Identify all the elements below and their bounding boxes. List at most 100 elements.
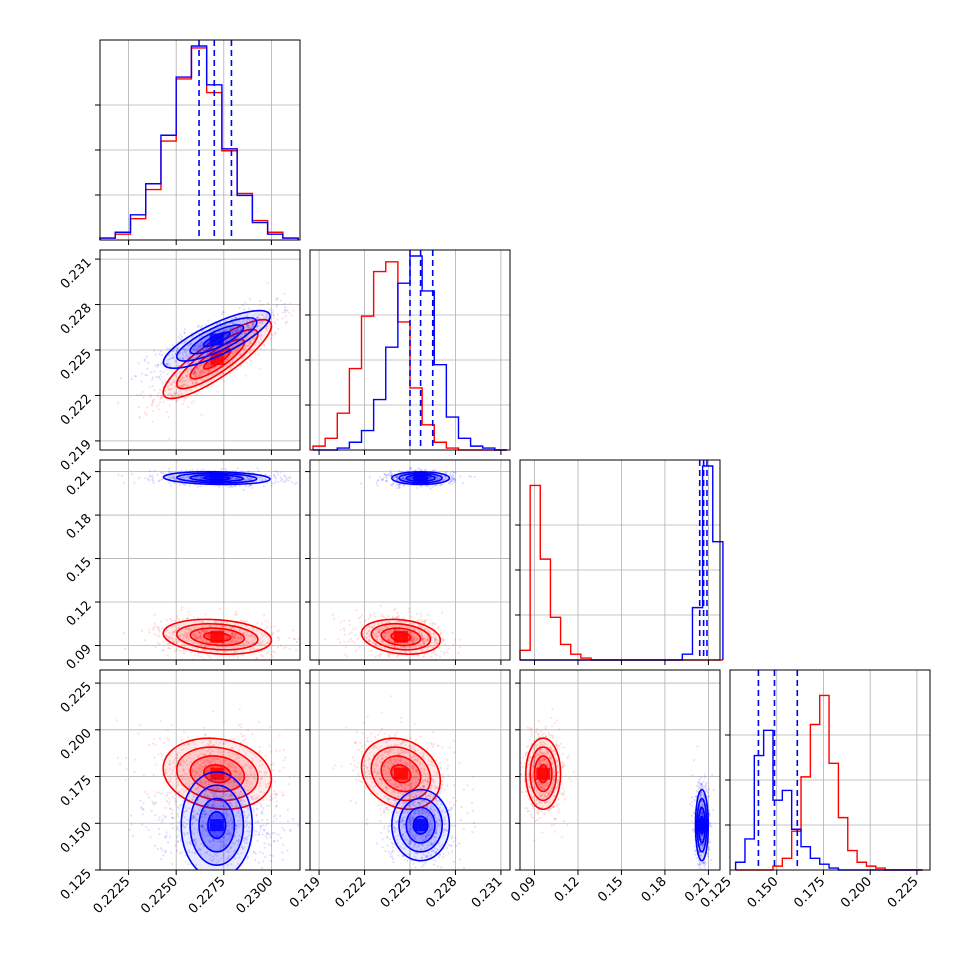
sample-point [250,476,253,480]
sample-point [213,350,216,353]
sample-point [169,365,172,368]
sample-point [244,624,248,627]
sample-point [238,306,241,309]
sample-point [168,404,171,407]
sample-point [153,398,156,401]
sample-point [359,615,362,619]
sample-point [444,472,447,475]
sample-point [234,634,237,638]
sample-point [237,477,240,480]
sample-point [388,652,391,656]
sample-point [180,335,184,338]
sample-point [368,625,371,628]
sample-point [379,604,382,607]
sample-point [198,348,202,351]
sample-point [191,357,194,360]
sample-point [203,649,206,652]
sample-point [237,637,240,640]
sample-point [167,467,170,470]
sample-point [202,726,206,729]
sample-point [429,477,432,480]
sample-point [303,636,305,638]
sample-point [175,642,178,645]
sample-point [194,344,197,347]
sample-point [175,478,178,481]
sample-point [424,619,427,622]
sample-point [229,361,232,364]
sample-point [252,323,255,326]
sample-point [171,353,174,357]
sample-point [259,653,263,656]
sample-point [199,632,202,635]
sample-point [200,629,203,632]
sample-point [178,352,182,355]
sample-point [168,392,171,395]
sample-point [215,620,218,624]
sample-point [241,340,244,343]
sample-point [413,639,416,642]
sample-point [389,630,392,633]
sample-point [423,641,426,644]
sample-point [158,352,161,356]
sample-point [236,776,239,779]
sample-point [183,332,187,335]
sample-point [411,637,415,641]
sample-point [402,476,405,479]
sample-point [194,636,197,639]
sample-point [222,311,225,314]
sample-point [182,649,185,652]
sample-point [383,631,386,635]
sample-point [231,317,234,321]
sample-point [401,620,404,623]
sample-point [236,757,239,760]
sample-point [247,329,250,332]
sample-point [420,633,423,637]
sample-point [270,763,273,767]
sample-point [179,333,182,336]
sample-point [282,766,285,769]
sample-point [434,638,437,641]
sample-point [389,474,393,477]
sample-point [172,633,175,636]
sample-point [226,324,230,327]
sample-point [232,790,235,793]
sample-point [421,638,424,641]
sample-point [383,647,386,650]
sample-point [256,324,259,328]
sample-point [254,352,257,355]
sample-point [198,353,201,356]
sample-point [202,349,205,352]
sample-point [178,483,181,487]
sample-point [412,636,415,639]
sample-point [420,626,423,629]
sample-point [284,475,287,478]
sample-point [243,825,246,829]
sample-point [139,393,142,396]
sample-point [236,327,239,331]
sample-point [383,634,386,637]
sample-point [445,477,448,480]
sample-point [453,479,456,482]
sample-point [265,771,268,774]
sample-point [229,640,232,643]
sample-point [278,833,281,836]
sample-point [248,319,251,322]
sample-point [182,747,185,751]
sample-point [379,629,382,632]
sample-point [168,780,171,783]
sample-point [133,375,136,378]
sample-point [195,354,198,357]
sample-point [231,331,234,334]
sample-point [133,770,136,773]
sample-point [162,649,165,652]
sample-point [242,488,245,491]
sample-point [404,621,407,624]
sample-point [423,469,426,472]
sample-point [396,476,399,479]
sample-point [245,639,248,643]
sample-point [271,632,274,635]
sample-point [423,620,426,624]
sample-point [349,638,352,641]
sample-point [452,472,455,475]
